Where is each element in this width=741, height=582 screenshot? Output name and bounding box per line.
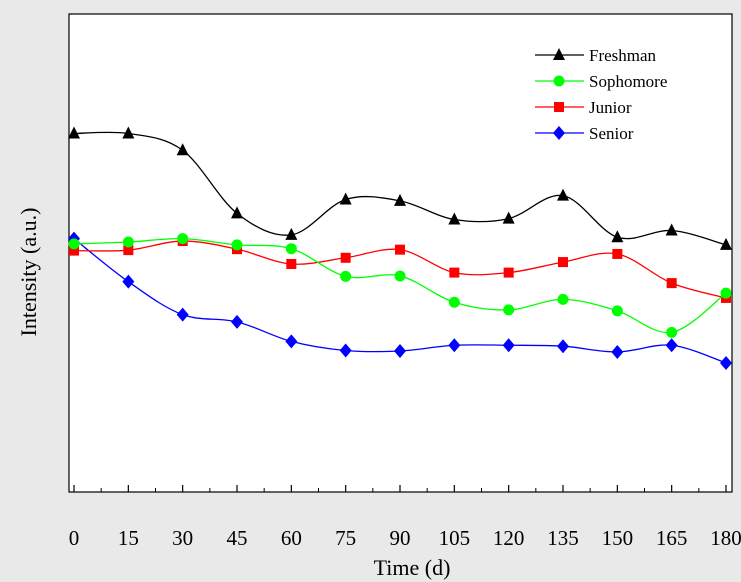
data-point-senior [339, 343, 352, 358]
data-point-senior [176, 307, 189, 322]
x-tick-label: 135 [547, 526, 579, 550]
x-tick-label: 60 [281, 526, 302, 550]
legend-label-senior: Senior [589, 124, 634, 143]
data-point-senior [611, 344, 624, 359]
x-tick-label: 105 [439, 526, 471, 550]
data-point-junior [558, 257, 568, 268]
legend: Freshman Sophomore Junior Senior [535, 46, 667, 143]
data-point-freshman [68, 126, 80, 139]
legend-item-junior: Junior [535, 98, 632, 117]
data-point-senior [720, 355, 732, 370]
legend-marker-senior [553, 126, 565, 140]
data-point-sophomore [666, 326, 678, 338]
legend-marker-junior [554, 102, 564, 112]
series-sophomore [68, 233, 732, 338]
data-point-freshman [557, 188, 569, 201]
x-tick-label: 30 [172, 526, 193, 550]
data-point-senior [394, 343, 406, 358]
data-point-freshman [231, 206, 243, 219]
legend-item-senior: Senior [535, 124, 634, 143]
y-axis-title: Intensity (a.u.) [16, 208, 41, 337]
x-axis: 0 15 30 45 60 75 90 105 120 135 150 165 180 [69, 485, 741, 550]
series-layer [68, 126, 732, 370]
data-point-senior [665, 338, 678, 353]
data-point-junior [395, 244, 405, 255]
x-tick-label: 90 [390, 526, 411, 550]
legend-label-junior: Junior [589, 98, 632, 117]
series-freshman [68, 126, 732, 250]
data-point-sophomore [68, 238, 80, 250]
legend-marker-freshman [553, 48, 565, 60]
data-point-freshman [394, 193, 406, 206]
x-axis-title: Time (d) [374, 555, 451, 580]
data-point-sophomore [177, 233, 189, 245]
series-senior [68, 231, 732, 370]
data-point-junior [286, 258, 297, 269]
data-point-junior [449, 267, 460, 278]
data-point-freshman [285, 227, 298, 240]
x-tick-label: 165 [656, 526, 688, 550]
data-point-senior [448, 338, 461, 353]
data-point-senior [557, 339, 569, 354]
data-point-freshman [176, 143, 189, 156]
data-point-senior [502, 338, 515, 353]
x-tick-label: 150 [602, 526, 634, 550]
data-point-freshman [339, 192, 352, 205]
data-point-junior [666, 278, 677, 289]
legend-marker-sophomore [553, 75, 565, 87]
x-tick-label: 15 [118, 526, 139, 550]
data-point-senior [285, 334, 298, 349]
data-point-junior [123, 245, 134, 256]
x-tick-label: 0 [69, 526, 80, 550]
data-point-sophomore [720, 287, 732, 299]
data-point-freshman [720, 237, 732, 250]
data-point-sophomore [394, 270, 406, 282]
x-tick-label: 45 [227, 526, 248, 550]
data-point-freshman [665, 223, 678, 236]
x-tick-label: 180 [710, 526, 741, 550]
data-point-sophomore [122, 236, 134, 248]
data-point-freshman [611, 230, 624, 243]
legend-label-freshman: Freshman [589, 46, 657, 65]
data-point-junior [340, 252, 351, 263]
x-tick-label: 120 [493, 526, 525, 550]
data-point-freshman [502, 211, 515, 224]
data-point-senior [231, 314, 243, 329]
data-point-sophomore [448, 296, 460, 308]
data-point-junior [69, 245, 79, 256]
data-point-junior [503, 267, 514, 278]
x-tick-label: 75 [335, 526, 356, 550]
data-point-sophomore [557, 293, 569, 305]
data-point-senior [122, 274, 135, 289]
data-point-sophomore [231, 239, 243, 251]
data-point-junior [612, 248, 623, 259]
legend-item-sophomore: Sophomore [535, 72, 667, 91]
data-point-sophomore [285, 243, 297, 255]
data-point-sophomore [340, 270, 352, 282]
legend-item-freshman: Freshman [535, 46, 657, 65]
data-point-sophomore [611, 305, 623, 317]
data-point-freshman [122, 126, 135, 139]
legend-label-sophomore: Sophomore [589, 72, 667, 91]
data-point-sophomore [503, 304, 515, 316]
data-point-freshman [448, 212, 461, 225]
